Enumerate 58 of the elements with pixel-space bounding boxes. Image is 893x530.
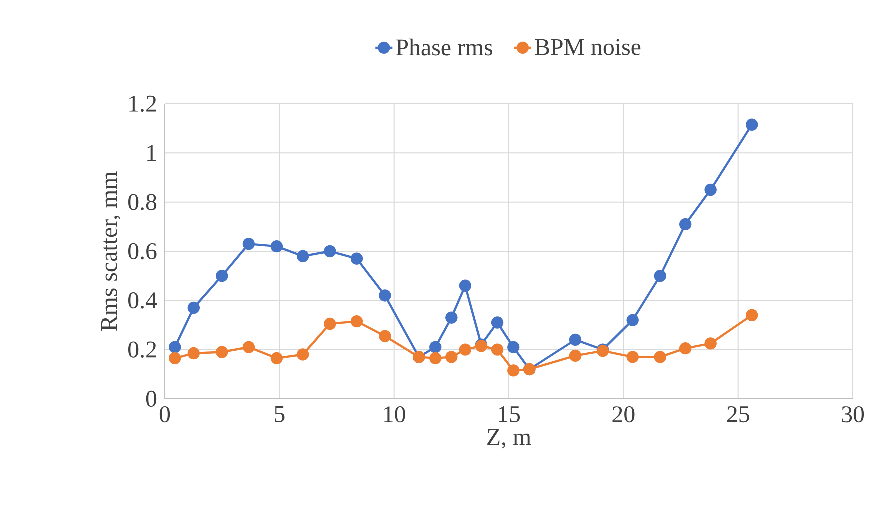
point xyxy=(188,347,200,360)
x-tick-label: 25 xyxy=(727,406,750,423)
point xyxy=(379,290,392,302)
point xyxy=(324,245,336,258)
x-tick-label: 5 xyxy=(275,406,285,422)
point xyxy=(430,352,442,365)
point xyxy=(626,314,639,326)
point xyxy=(654,270,666,282)
x-tick-label: 10 xyxy=(384,406,406,423)
point xyxy=(491,316,504,329)
point xyxy=(746,118,758,131)
point xyxy=(169,341,182,354)
x-tick-label: 0 xyxy=(160,406,170,423)
legend-label: BPM noise xyxy=(535,39,641,56)
x-tick-label: 15 xyxy=(499,406,520,423)
point xyxy=(680,342,692,355)
point xyxy=(446,312,458,324)
point xyxy=(491,344,504,356)
y-tick-label: 0.4 xyxy=(128,292,158,309)
point xyxy=(680,218,692,231)
x-tick-label: 30 xyxy=(842,406,864,423)
point xyxy=(508,364,520,377)
y-tick-label: 0.8 xyxy=(128,194,157,210)
y-tick-label: 0.6 xyxy=(128,243,157,260)
y-tick-label: 1.2 xyxy=(130,96,156,112)
legend-label: Phase rms xyxy=(396,38,492,56)
point xyxy=(654,351,666,364)
y-axis-title: Rms scatter, mm xyxy=(101,172,121,332)
point xyxy=(569,334,582,346)
point xyxy=(270,240,284,253)
y-tick-label: 0.2 xyxy=(128,342,156,358)
point xyxy=(459,344,472,356)
x-axis-title: Z, m xyxy=(488,429,532,449)
point xyxy=(350,315,364,328)
point xyxy=(296,348,310,361)
point xyxy=(216,346,228,358)
point xyxy=(704,184,717,196)
point xyxy=(242,341,256,354)
point xyxy=(350,252,364,265)
point xyxy=(188,302,200,314)
point xyxy=(746,309,758,322)
point xyxy=(169,352,182,365)
point xyxy=(296,250,310,262)
point xyxy=(508,341,520,354)
x-tick-label: 20 xyxy=(612,406,635,423)
point xyxy=(704,338,717,350)
point xyxy=(569,350,582,362)
point xyxy=(446,351,458,364)
point xyxy=(216,270,228,282)
point xyxy=(270,352,284,365)
point xyxy=(626,351,639,364)
point xyxy=(242,238,256,250)
y-tick-label: 1 xyxy=(148,145,156,162)
point xyxy=(379,330,392,342)
point xyxy=(324,318,336,330)
y-tick-label: 0 xyxy=(146,390,157,408)
point xyxy=(430,341,442,354)
point xyxy=(459,280,472,292)
